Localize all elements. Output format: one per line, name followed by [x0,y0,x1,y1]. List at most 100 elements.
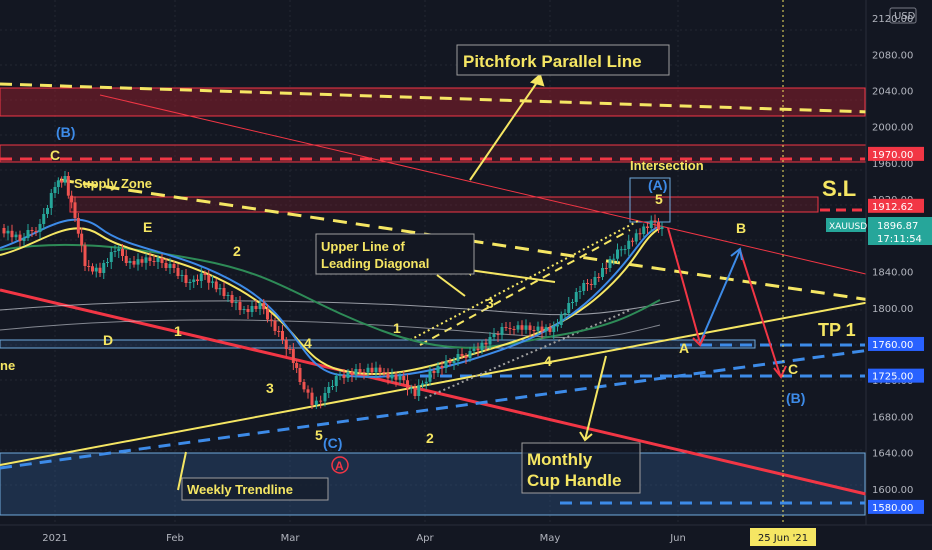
wave-label: C [50,147,60,163]
price-tag-bg [868,336,924,351]
wave-label: C [788,361,798,377]
date-marker-bg [750,528,816,546]
candle-body [214,281,218,290]
candle-body [464,356,468,358]
y-tick-label: 1800.00 [872,304,913,315]
x-tick-label: Jun [669,533,686,544]
wave-circle-a: A [331,456,349,474]
svg-text:Weekly Trendline: Weekly Trendline [187,482,293,497]
annotation-monthly: Monthly Cup Handle [521,442,641,494]
candle-body [269,319,273,321]
candle-body [512,329,516,330]
price-tag-bg [868,146,924,161]
candle-body [398,376,402,380]
candle-body [2,228,6,234]
candle-body [180,275,184,276]
wave-label: 3 [266,380,274,396]
wave-label: (A) [648,177,667,193]
demand-zone-bottom [0,452,866,516]
candle-body [370,367,374,373]
candle-body [60,180,64,183]
candle-body [113,251,117,252]
price-tag-bg [868,368,924,383]
x-tick-label: Feb [166,533,184,544]
candle-body [642,226,646,234]
candle-body [246,309,250,312]
x-tick-label: Mar [281,533,301,544]
wave-label: 5 [315,427,323,443]
candle-body [528,325,532,330]
annotation-arrows [177,73,607,491]
annotation-weekly: Weekly Trendline [181,477,329,501]
candle-body [413,387,417,396]
wave-label: 2 [233,243,241,259]
candle-body [619,249,623,251]
wave-label: A [679,340,689,356]
candle-body [148,257,152,261]
x-tick-label: Apr [416,533,434,544]
candle-body [378,367,382,372]
price-tag-label: 1725.00 [872,372,913,383]
price-tag-label: 1912.62 [872,202,913,213]
candle-body [508,328,512,329]
candle-body [390,374,394,379]
annotation-supply-zone: Supply Zone [74,176,152,191]
candle-body [136,259,140,265]
candle-body [121,249,124,256]
wave-label: 4 [544,353,552,369]
candle-body [444,361,448,368]
candle-body [319,400,323,402]
candle-body [563,313,567,315]
candle-body [421,383,424,386]
ma-blue [0,218,661,378]
candle-body [428,371,432,382]
candle-body [358,369,362,372]
candle-body [34,231,38,232]
candle-body [500,327,504,335]
y-tick-label: 1680.00 [872,412,913,423]
candle-body [262,303,266,310]
candle-body [266,309,269,320]
candle-body [26,230,30,238]
wave-labels: (B) C E D 1 2 3 4 5 (C) A 1 2 3 4 5 (A) … [50,124,805,474]
supply-zone-box [69,196,819,213]
candle-body [586,283,589,284]
candle-body [559,314,563,325]
wave-label: 1 [174,323,182,339]
candle-body [242,309,246,310]
candle-body [102,263,106,273]
projection-path [667,227,787,379]
candle-body [230,295,234,303]
candle-body [46,208,49,214]
candle-body [323,393,327,402]
annotation-intersection: Intersection [630,158,704,173]
candle-body [571,302,574,303]
candle-body [597,277,601,278]
wave-label: D [103,332,113,348]
candle-body [314,400,318,405]
leading-diagonal-dotted [409,219,641,341]
candle-body [184,275,188,283]
candle-body [254,306,258,309]
x-ticks: 2021 Feb Mar Apr May Jun 25 Jun '21 [42,528,816,546]
candle-body [582,283,586,291]
candle-body [306,389,310,393]
candle-body [604,268,608,269]
svg-text:Leading Diagonal: Leading Diagonal [321,256,429,271]
candle-body [207,275,211,283]
ma-white-long [0,299,681,316]
candle-body [6,230,10,234]
candle-body [476,348,480,351]
candle-body [589,284,593,285]
candle-body [238,302,242,310]
candle-body [612,258,616,260]
candle-body [188,282,192,283]
svg-text:1896.87: 1896.87 [877,221,918,232]
svg-text:USD: USD [894,11,916,22]
candle-body [258,303,262,309]
candle-body [492,334,496,337]
candle-body [653,220,657,222]
price-tags: 1970.00 1912.62 1760.00 1725.00 1580.00 [868,146,924,514]
wave-label: B [736,220,746,236]
